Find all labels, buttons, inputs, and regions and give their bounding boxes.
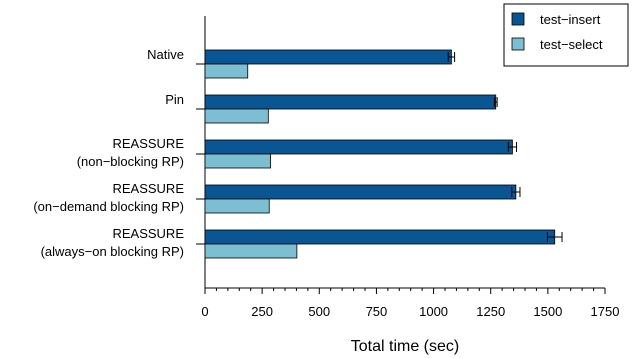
x-axis-label: Total time (sec) <box>351 338 459 355</box>
legend-box <box>503 3 629 67</box>
category-label: REASSURE <box>112 226 184 241</box>
bars <box>204 49 563 259</box>
legend-label: test−insert <box>540 12 601 27</box>
bar-select-0 <box>204 63 249 79</box>
x-tick-label: 750 <box>366 304 388 319</box>
x-tick-label: 1750 <box>591 304 620 319</box>
category-labels: Native Pin REASSURE (non−blocking RP) REASSU… <box>33 47 184 259</box>
bar-select-3 <box>204 198 270 214</box>
legend-label: test−select <box>540 37 603 52</box>
category-label: REASSURE <box>112 136 184 151</box>
bar-insert-2 <box>204 139 513 155</box>
legend: test−insert test−select <box>503 3 629 67</box>
bar-insert-4 <box>204 229 556 245</box>
x-tick-label: 500 <box>308 304 330 319</box>
category-label: Pin <box>165 92 184 107</box>
category-label: (non−blocking RP) <box>77 154 184 169</box>
x-tick-label: 0 <box>201 304 208 319</box>
bar-select-1 <box>204 108 269 124</box>
bar-select-2 <box>204 153 271 169</box>
x-tick-label: 250 <box>251 304 273 319</box>
legend-swatch <box>511 37 525 51</box>
x-tick-label: 1250 <box>476 304 505 319</box>
legend-swatch <box>511 12 525 26</box>
bar-select-4 <box>204 243 298 259</box>
x-ticks: 0 250 500 750 1000 1250 1500 1750 <box>201 288 619 319</box>
x-tick-label: 1500 <box>533 304 562 319</box>
category-label: REASSURE <box>112 181 184 196</box>
category-label: (always−on blocking RP) <box>41 244 184 259</box>
x-tick-label: 1000 <box>419 304 448 319</box>
bar-insert-0 <box>204 49 452 65</box>
category-label: (on−demand blocking RP) <box>33 199 184 214</box>
bar-insert-1 <box>204 94 497 110</box>
category-label: Native <box>147 47 184 62</box>
bar-insert-3 <box>204 184 517 200</box>
